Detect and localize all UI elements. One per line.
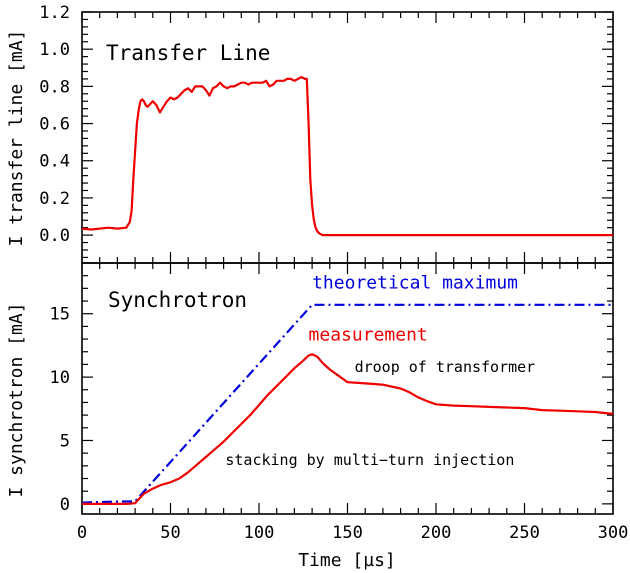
top-y-axis-label: I transfer line [mA]: [6, 30, 27, 247]
top-series-transfer-line: [81, 75, 613, 237]
x-tick-label: 200: [421, 523, 452, 543]
transfer-line-panel: 0.0 0.2 0.4 0.6 0.8 1.0 1.2 Transfer Line I tr…: [6, 3, 614, 264]
annotation-1: measurement: [309, 324, 428, 345]
x-tick-label: 150: [332, 523, 363, 543]
top-y-tick-label: 0.6: [39, 115, 70, 135]
bottom-y-ticks: 0 5 10 15: [50, 275, 613, 515]
top-x-ticks: [81, 12, 614, 263]
bottom-x-ticks: 0 50 100 150 200 250 300: [77, 263, 628, 543]
top-series-group: [81, 75, 613, 237]
top-y-tick-label: 0.2: [39, 189, 70, 209]
bottom-series-group: [81, 303, 614, 505]
top-y-tick-label: 0.8: [39, 77, 70, 97]
x-tick-label: 100: [244, 523, 275, 543]
bottom-annotations: theoretical maximum measurement droop of t…: [225, 272, 535, 469]
bottom-y-tick-label: 5: [60, 431, 70, 451]
bottom-series-theoretical-maximum: [81, 303, 613, 504]
annotation-2: droop of transformer: [355, 358, 536, 376]
top-y-tick-label: 0.0: [39, 226, 70, 246]
x-tick-label: 0: [77, 523, 87, 543]
top-y-tick-label: 1.2: [39, 3, 70, 23]
x-tick-label: 50: [160, 523, 180, 543]
bottom-y-tick-label: 15: [50, 305, 70, 325]
annotation-0: theoretical maximum: [312, 272, 518, 293]
annotation-3: stacking by multi−turn injection: [225, 451, 514, 469]
top-panel-title: Transfer Line: [106, 41, 270, 65]
bottom-y-tick-label: 10: [50, 368, 70, 388]
synchrotron-panel: 0 5 10 15 0 50 100 150 200 250 300 theoretical ma…: [6, 262, 628, 571]
top-y-tick-label: 0.4: [39, 152, 70, 172]
top-y-ticks: 0.0 0.2 0.4 0.6 0.8 1.0 1.2: [39, 3, 613, 259]
bottom-series-measurement: [82, 353, 614, 505]
bottom-y-tick-label: 0: [60, 495, 70, 515]
x-tick-label: 300: [598, 523, 629, 543]
x-axis-label: Time [µs]: [298, 550, 396, 571]
top-y-tick-label: 1.0: [39, 40, 70, 60]
bottom-panel-title: Synchrotron: [108, 288, 247, 312]
x-tick-label: 250: [509, 523, 540, 543]
bottom-y-axis-label: I synchrotron [mA]: [6, 302, 27, 497]
